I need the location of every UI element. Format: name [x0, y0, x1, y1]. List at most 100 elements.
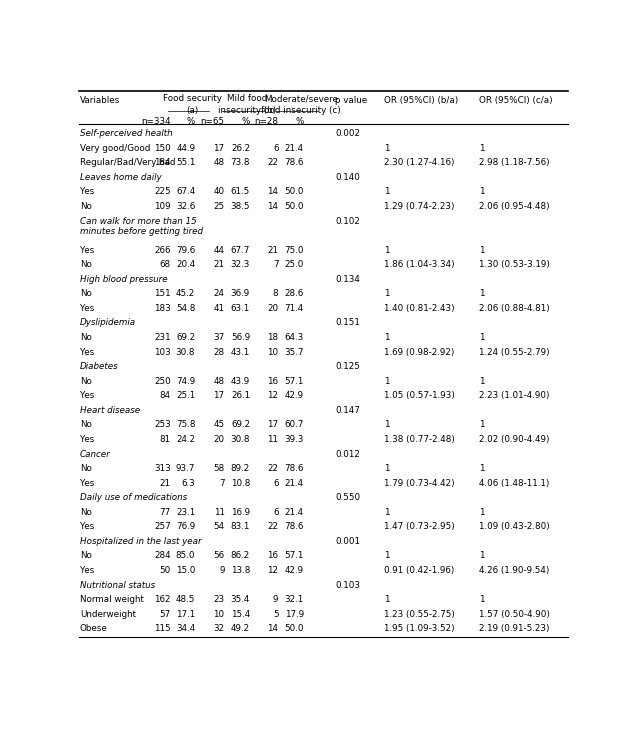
Text: 21: 21	[268, 246, 278, 254]
Text: 32.6: 32.6	[176, 202, 195, 211]
Text: 266: 266	[155, 246, 171, 254]
Text: 7: 7	[273, 260, 278, 269]
Text: 115: 115	[154, 625, 171, 633]
Text: 2.06 (0.88-4.81): 2.06 (0.88-4.81)	[479, 304, 550, 313]
Text: High blood pressure: High blood pressure	[80, 275, 167, 284]
Text: Diabetes: Diabetes	[80, 362, 119, 371]
Text: 23.1: 23.1	[176, 508, 195, 517]
Text: 1.24 (0.55-2.79): 1.24 (0.55-2.79)	[479, 347, 550, 356]
Text: 1.79 (0.73-4.42): 1.79 (0.73-4.42)	[384, 479, 455, 487]
Text: 1.69 (0.98-2.92): 1.69 (0.98-2.92)	[384, 347, 454, 356]
Text: 0.102: 0.102	[335, 216, 360, 226]
Text: 0.002: 0.002	[335, 129, 360, 138]
Text: 78.6: 78.6	[285, 158, 304, 167]
Text: 0.147: 0.147	[335, 406, 360, 415]
Text: 6.3: 6.3	[182, 479, 195, 487]
Text: 15.4: 15.4	[231, 610, 250, 619]
Text: 67.7: 67.7	[231, 246, 250, 254]
Text: 64.3: 64.3	[285, 333, 304, 342]
Text: 1: 1	[384, 551, 389, 561]
Text: 2.23 (1.01-4.90): 2.23 (1.01-4.90)	[479, 391, 550, 400]
Text: Yes: Yes	[80, 347, 94, 356]
Text: No: No	[80, 202, 91, 211]
Text: 39.3: 39.3	[285, 435, 304, 444]
Text: food insecurity (c): food insecurity (c)	[261, 106, 341, 115]
Text: Yes: Yes	[80, 304, 94, 313]
Text: 86.2: 86.2	[231, 551, 250, 561]
Text: 78.6: 78.6	[285, 523, 304, 531]
Text: 17.9: 17.9	[285, 610, 304, 619]
Text: 68: 68	[160, 260, 171, 269]
Text: 30.8: 30.8	[176, 347, 195, 356]
Text: 9: 9	[273, 595, 278, 604]
Text: Self-perceived health: Self-perceived health	[80, 129, 172, 138]
Text: n=334: n=334	[141, 117, 171, 126]
Text: 23: 23	[213, 595, 225, 604]
Text: 1.09 (0.43-2.80): 1.09 (0.43-2.80)	[479, 523, 550, 531]
Text: 253: 253	[154, 421, 171, 430]
Text: 57.1: 57.1	[285, 551, 304, 561]
Text: Very good/Good: Very good/Good	[80, 144, 150, 152]
Text: 48: 48	[213, 158, 225, 167]
Text: 50: 50	[160, 566, 171, 575]
Text: 22: 22	[268, 464, 278, 473]
Text: 78.6: 78.6	[285, 464, 304, 473]
Text: Cancer: Cancer	[80, 449, 110, 459]
Text: 183: 183	[154, 304, 171, 313]
Text: 20.4: 20.4	[176, 260, 195, 269]
Text: 0.103: 0.103	[335, 581, 360, 589]
Text: 10: 10	[268, 347, 278, 356]
Text: 50.0: 50.0	[285, 202, 304, 211]
Text: 44: 44	[214, 246, 225, 254]
Text: 58: 58	[213, 464, 225, 473]
Text: 16: 16	[268, 551, 278, 561]
Text: 109: 109	[154, 202, 171, 211]
Text: 37: 37	[213, 333, 225, 342]
Text: 257: 257	[154, 523, 171, 531]
Text: Yes: Yes	[80, 479, 94, 487]
Text: 28.6: 28.6	[285, 290, 304, 298]
Text: 18: 18	[268, 333, 278, 342]
Text: 13.8: 13.8	[231, 566, 250, 575]
Text: 32: 32	[213, 625, 225, 633]
Text: 43.1: 43.1	[231, 347, 250, 356]
Text: Regular/Bad/Very bad: Regular/Bad/Very bad	[80, 158, 175, 167]
Text: 1: 1	[479, 421, 485, 430]
Text: 1: 1	[384, 144, 389, 152]
Text: 15.0: 15.0	[176, 566, 195, 575]
Text: 313: 313	[154, 464, 171, 473]
Text: 85.0: 85.0	[176, 551, 195, 561]
Text: 1: 1	[384, 421, 389, 430]
Text: 81: 81	[160, 435, 171, 444]
Text: 21: 21	[214, 260, 225, 269]
Text: No: No	[80, 377, 91, 386]
Text: 84: 84	[160, 391, 171, 400]
Text: OR (95%CI) (b/a): OR (95%CI) (b/a)	[384, 97, 458, 106]
Text: OR (95%CI) (c/a): OR (95%CI) (c/a)	[479, 97, 553, 106]
Text: 57: 57	[160, 610, 171, 619]
Text: 26.2: 26.2	[231, 144, 250, 152]
Text: 17: 17	[268, 421, 278, 430]
Text: 21.4: 21.4	[285, 508, 304, 517]
Text: 75.0: 75.0	[285, 246, 304, 254]
Text: 151: 151	[154, 290, 171, 298]
Text: 55.1: 55.1	[176, 158, 195, 167]
Text: 25.1: 25.1	[176, 391, 195, 400]
Text: Mild food: Mild food	[227, 94, 268, 103]
Text: Can walk for more than 15
minutes before getting tired: Can walk for more than 15 minutes before…	[80, 216, 203, 236]
Text: 57.1: 57.1	[285, 377, 304, 386]
Text: 17.1: 17.1	[176, 610, 195, 619]
Text: 30.8: 30.8	[230, 435, 250, 444]
Text: 0.012: 0.012	[335, 449, 360, 459]
Text: 12: 12	[268, 566, 278, 575]
Text: Yes: Yes	[80, 246, 94, 254]
Text: 184: 184	[154, 158, 171, 167]
Text: 2.98 (1.18-7.56): 2.98 (1.18-7.56)	[479, 158, 550, 167]
Text: %: %	[187, 117, 195, 126]
Text: 1.47 (0.73-2.95): 1.47 (0.73-2.95)	[384, 523, 455, 531]
Text: 12: 12	[268, 391, 278, 400]
Text: %: %	[295, 117, 304, 126]
Text: No: No	[80, 551, 91, 561]
Text: 1: 1	[479, 333, 485, 342]
Text: 76.9: 76.9	[176, 523, 195, 531]
